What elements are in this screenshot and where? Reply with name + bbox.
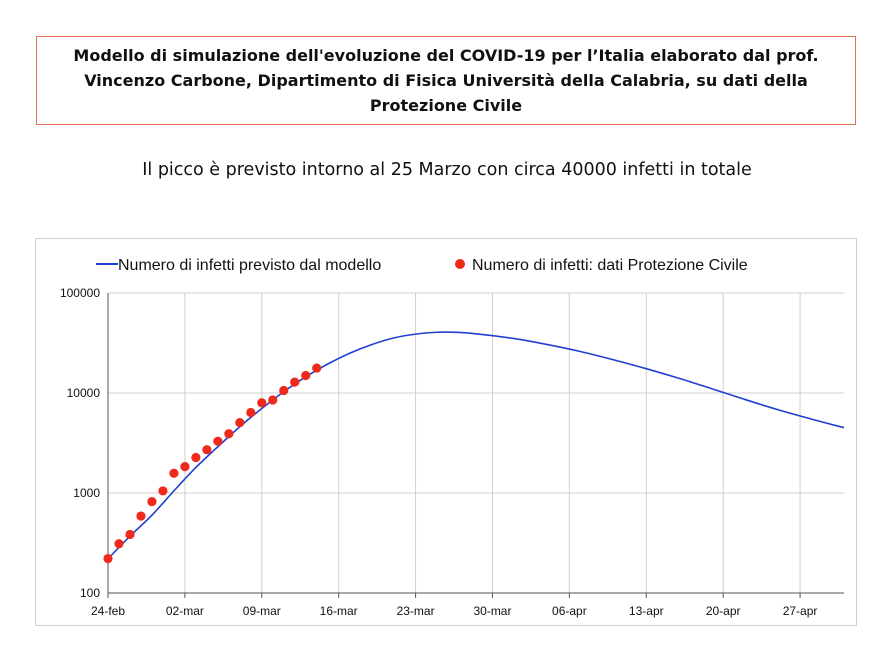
data-point — [290, 377, 300, 387]
data-point — [169, 468, 179, 478]
legend-marker-swatch — [455, 259, 465, 269]
data-point — [136, 511, 146, 521]
x-tick-label: 16-mar — [320, 604, 358, 618]
x-tick-label: 20-apr — [706, 604, 741, 618]
data-point — [147, 496, 157, 507]
legend-label-model: Numero di infetti previsto dal modello — [118, 257, 381, 274]
y-tick-label: 1000 — [73, 486, 100, 500]
data-point — [301, 370, 311, 381]
x-tick-label: 09-mar — [243, 604, 281, 618]
x-tick-label: 02-mar — [166, 604, 204, 618]
x-tick-label: 30-mar — [473, 604, 511, 618]
chart-frame: 100 1000 10000 100000 24-feb 02-mar 09-mar 16-m… — [35, 238, 857, 626]
y-tick-label: 100 — [80, 586, 100, 600]
y-tick-label: 10000 — [67, 386, 101, 400]
data-point — [268, 395, 278, 405]
data-point — [191, 452, 201, 463]
data-point — [246, 407, 256, 418]
x-tick-label: 13-apr — [629, 604, 664, 618]
chart-title: Modello di simulazione dell'evoluzione d… — [73, 46, 819, 115]
data-point — [202, 445, 212, 455]
data-point — [224, 429, 234, 439]
data-point — [257, 398, 267, 408]
data-point — [279, 385, 289, 396]
title-box: Modello di simulazione dell'evoluzione d… — [36, 36, 856, 125]
data-point — [125, 529, 135, 540]
chart-svg: 100 1000 10000 100000 24-feb 02-mar 09-mar 16-m… — [60, 257, 845, 618]
data-point — [158, 486, 168, 496]
x-tick-label: 27-apr — [783, 604, 818, 618]
x-tick-label: 06-apr — [552, 604, 587, 618]
data-point — [235, 417, 245, 428]
data-point — [180, 462, 190, 472]
x-tick-label: 24-feb — [91, 604, 125, 618]
chart-subtitle: Il picco è previsto intorno al 25 Marzo … — [142, 160, 752, 180]
series-model-line — [107, 331, 845, 560]
data-point — [114, 539, 124, 549]
data-point — [103, 553, 113, 564]
x-tick-label: 23-mar — [397, 604, 435, 618]
data-point — [312, 363, 322, 373]
legend-label-data: Numero di infetti: dati Protezione Civil… — [472, 257, 748, 274]
data-point — [213, 436, 223, 446]
y-tick-label: 100000 — [60, 286, 100, 300]
